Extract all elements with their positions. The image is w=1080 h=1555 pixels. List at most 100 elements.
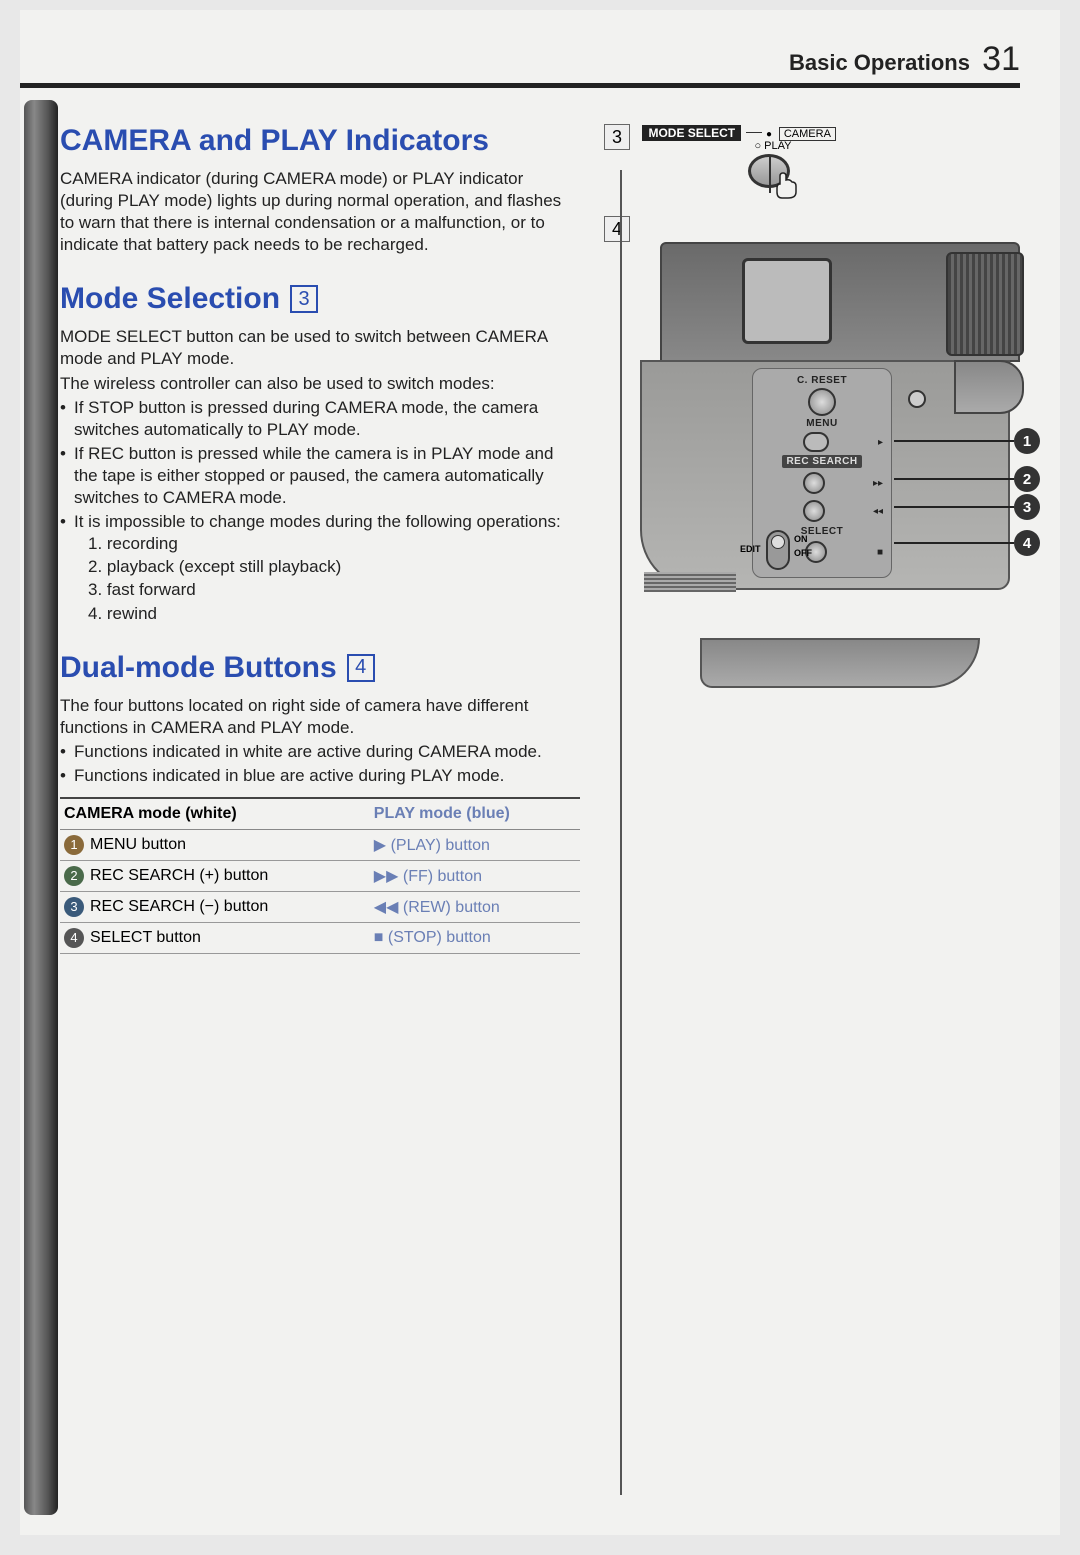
rec-search-plus-icon xyxy=(803,472,825,494)
column-divider xyxy=(620,170,622,1495)
figure-label-4: 4 xyxy=(604,216,630,242)
section-mode-selection: Mode Selection 3 MODE SELECT button can … xyxy=(60,282,580,624)
figure-3: 3 MODE SELECT CAMERA PLAY xyxy=(604,124,1020,196)
indicator-hole xyxy=(908,390,926,408)
callout-1: 1 xyxy=(894,428,1040,454)
bullet-blue: Functions indicated in blue are active d… xyxy=(60,765,580,787)
edit-label: EDIT xyxy=(740,544,761,554)
heading-text: Mode Selection xyxy=(60,282,280,316)
play-glyph-icon: ▸ xyxy=(878,437,883,448)
section-camera-play-indicators: CAMERA and PLAY Indicators CAMERA indica… xyxy=(60,124,580,256)
leader-line xyxy=(894,440,1014,442)
leader-line xyxy=(894,542,1014,544)
cell-play: (PLAY) button xyxy=(391,837,490,854)
row-num-1: 1 xyxy=(64,835,84,855)
dual-mode-p1: The four buttons located on right side o… xyxy=(60,695,580,739)
viewfinder xyxy=(742,258,832,344)
table-row: 3 REC SEARCH (−) button ◀◀ (REW) button xyxy=(60,891,580,922)
camera-mode-label: CAMERA xyxy=(779,127,836,141)
ff-symbol: ▶▶ xyxy=(374,868,399,885)
table-row: 1 MENU button ▶ (PLAY) button xyxy=(60,829,580,860)
row-num-4: 4 xyxy=(64,928,84,948)
heading-dual-mode: Dual-mode Buttons 4 xyxy=(60,651,580,685)
bullet-rec: If REC button is pressed while the camer… xyxy=(60,443,580,509)
table-row: 4 SELECT button ■ (STOP) button xyxy=(60,922,580,953)
heading-text: Dual-mode Buttons xyxy=(60,651,337,685)
hand-pointer-icon xyxy=(772,170,802,200)
bullet-stop: If STOP button is pressed during CAMERA … xyxy=(60,397,580,441)
camera-dot-icon xyxy=(766,124,775,141)
op-ff: 3. fast forward xyxy=(88,579,580,601)
camera-illustration: C. RESET MENU ▸ REC SEARCH ▸▸ ◂◂ SELECT … xyxy=(640,242,1020,682)
callout-dot-2: 2 xyxy=(1014,466,1040,492)
th-camera: CAMERA mode (white) xyxy=(60,798,370,830)
play-symbol: ▶ xyxy=(374,837,386,854)
c-reset-label: C. RESET xyxy=(761,375,883,386)
on-label: ON xyxy=(794,534,808,544)
th-play: PLAY mode (blue) xyxy=(370,798,580,830)
connector-line xyxy=(746,132,762,133)
camera-base xyxy=(700,638,980,688)
lens-barrel xyxy=(946,252,1024,356)
stop-glyph-icon: ■ xyxy=(877,547,883,558)
callout-dot-3: 3 xyxy=(1014,494,1040,520)
mode-dial xyxy=(748,154,802,196)
indicators-body: CAMERA indicator (during CAMERA mode) or… xyxy=(60,168,580,256)
bullet-text: It is impossible to change modes during … xyxy=(74,512,561,531)
heading-indicators: CAMERA and PLAY Indicators xyxy=(60,124,580,158)
cell-camera: REC SEARCH (+) button xyxy=(90,867,268,884)
heading-mode-selection: Mode Selection 3 xyxy=(60,282,580,316)
rec-search-label: REC SEARCH xyxy=(782,455,862,468)
figure-label-3: 3 xyxy=(604,124,630,150)
cell-play: (FF) button xyxy=(403,868,482,885)
section-dual-mode: Dual-mode Buttons 4 The four buttons loc… xyxy=(60,651,580,954)
camera-top xyxy=(660,242,1020,362)
mode-select-diagram: MODE SELECT CAMERA PLAY xyxy=(642,124,835,196)
callout-dot-4: 4 xyxy=(1014,530,1040,556)
rew-symbol: ◀◀ xyxy=(374,899,399,916)
callout-3: 3 xyxy=(894,494,1040,520)
callout-dot-1: 1 xyxy=(1014,428,1040,454)
edit-slider: EDIT ON OFF xyxy=(766,530,806,574)
ref-box-3: 3 xyxy=(290,285,318,313)
op-recording: 1. recording xyxy=(88,533,580,555)
heading-text: CAMERA and PLAY Indicators xyxy=(60,124,489,158)
ref-box-4: 4 xyxy=(347,654,375,682)
callout-4: 4 xyxy=(894,530,1040,556)
stop-symbol: ■ xyxy=(374,929,384,946)
page-header: Basic Operations 31 xyxy=(20,10,1060,83)
bullet-impossible: It is impossible to change modes during … xyxy=(60,511,580,624)
cell-camera: SELECT button xyxy=(90,929,201,946)
callout-2: 2 xyxy=(894,466,1040,492)
menu-button-icon xyxy=(803,432,829,452)
row-num-2: 2 xyxy=(64,866,84,886)
cell-camera: REC SEARCH (−) button xyxy=(90,898,268,915)
lens-ring xyxy=(954,360,1024,414)
op-rewind: 4. rewind xyxy=(88,603,580,625)
dual-mode-bullets: Functions indicated in white are active … xyxy=(60,741,580,787)
mode-select-bullets: If STOP button is pressed during CAMERA … xyxy=(60,397,580,625)
mode-select-p1: MODE SELECT button can be used to switch… xyxy=(60,326,580,370)
cell-play: (REW) button xyxy=(403,899,500,916)
bullet-white: Functions indicated in white are active … xyxy=(60,741,580,763)
op-playback: 2. playback (except still playback) xyxy=(88,556,580,578)
mode-select-label: MODE SELECT xyxy=(642,125,741,141)
cell-camera: MENU button xyxy=(90,836,186,853)
menu-label: MENU xyxy=(761,418,883,429)
slider-track-icon xyxy=(766,530,790,570)
operations-list: 1. recording 2. playback (except still p… xyxy=(74,533,580,624)
book-spine xyxy=(24,100,58,1515)
mode-table: CAMERA mode (white) PLAY mode (blue) 1 ME… xyxy=(60,797,580,954)
rew-glyph-icon: ◂◂ xyxy=(873,506,883,517)
ff-glyph-icon: ▸▸ xyxy=(873,478,883,489)
slider-knob-icon xyxy=(771,535,785,549)
cell-play: (STOP) button xyxy=(388,929,491,946)
leader-line xyxy=(894,478,1014,480)
mode-select-p2: The wireless controller can also be used… xyxy=(60,373,580,395)
off-label: OFF xyxy=(794,548,812,558)
section-name: Basic Operations xyxy=(789,50,970,75)
mode-table-body: 1 MENU button ▶ (PLAY) button 2 REC SEARCH… xyxy=(60,829,580,953)
page-number: 31 xyxy=(982,40,1020,78)
row-num-3: 3 xyxy=(64,897,84,917)
leader-line xyxy=(894,506,1014,508)
